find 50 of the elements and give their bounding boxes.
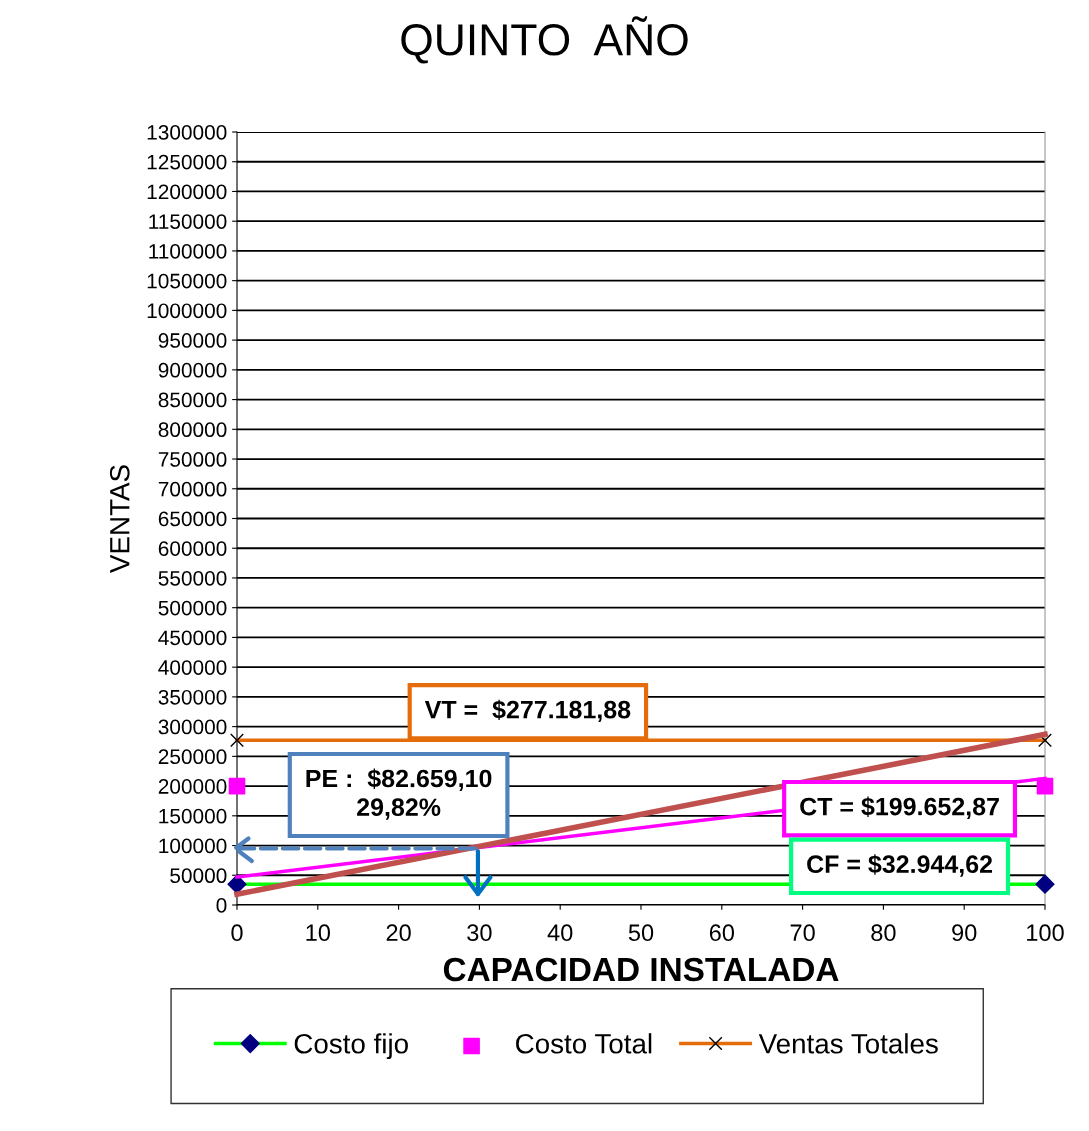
annotation: CT = $199.652,87	[800, 796, 999, 820]
x-tick-label: 10	[306, 924, 331, 942]
y-tick-label: 450000	[158, 630, 227, 646]
chart-title: QUINTO AÑO	[401, 16, 688, 64]
x-tick-label: 30	[467, 924, 492, 942]
x-tick-label: 80	[871, 924, 896, 942]
y-tick-label: 750000	[158, 452, 227, 467]
y-tick-label: 150000	[159, 808, 227, 824]
x-tick-label: 70	[790, 924, 815, 942]
y-tick-label: 1300000	[147, 125, 227, 140]
x-tick-label: 20	[386, 924, 411, 942]
annotation: CF = $32.944,62	[807, 854, 993, 877]
y-tick-label: 1050000	[147, 273, 227, 289]
y-tick-label: 1250000	[147, 154, 227, 170]
y-tick-label: 200000	[158, 779, 227, 794]
y-tick-label: 500000	[158, 600, 227, 616]
y-tick-label: 900000	[158, 362, 227, 378]
y-tick-label: 400000	[158, 660, 227, 675]
point	[228, 777, 246, 795]
y-tick-label: 700000	[158, 481, 227, 497]
y-tick-label: 50000	[170, 868, 227, 884]
y-tick-label: 1100000	[149, 243, 227, 259]
x-tick-label: 50	[628, 924, 654, 942]
y-tick-label: 850000	[158, 392, 227, 408]
point	[1036, 777, 1054, 795]
legend-label: Costo fijo	[294, 1033, 408, 1060]
x-tick-label: 100	[1027, 924, 1064, 942]
y-tick-label: 0	[216, 898, 227, 913]
y-tick-label: 300000	[158, 719, 227, 735]
x-axis-title: CAPACIDAD INSTALADA	[443, 957, 839, 982]
x-tick-label: 40	[547, 924, 573, 942]
legend-label: Ventas Totales	[758, 1033, 938, 1054]
y-tick-label: 100000	[159, 838, 227, 854]
x-tick-label: 60	[709, 924, 735, 942]
y-tick-label: 250000	[158, 749, 227, 765]
annotation: PE : $82.659,10 29,82%	[306, 768, 492, 820]
x-tick-label: 0	[231, 924, 243, 942]
y-tick-label: 650000	[158, 511, 227, 527]
legend-label: Costo Total	[516, 1033, 652, 1054]
y-tick-label: 1000000	[147, 303, 227, 319]
annotation: VT = $277.181,88	[424, 699, 631, 723]
y-tick-label: 800000	[158, 422, 227, 438]
y-tick-label: 950000	[158, 333, 227, 348]
y-tick-label: 1200000	[147, 184, 227, 200]
y-tick-label: 350000	[158, 689, 227, 705]
y-tick-label: 600000	[158, 541, 227, 556]
y-axis-title: VENTAS	[109, 465, 130, 573]
x-tick-label: 90	[952, 924, 977, 942]
y-tick-label: 550000	[158, 570, 227, 586]
y-tick-label: 1150000	[149, 214, 227, 229]
